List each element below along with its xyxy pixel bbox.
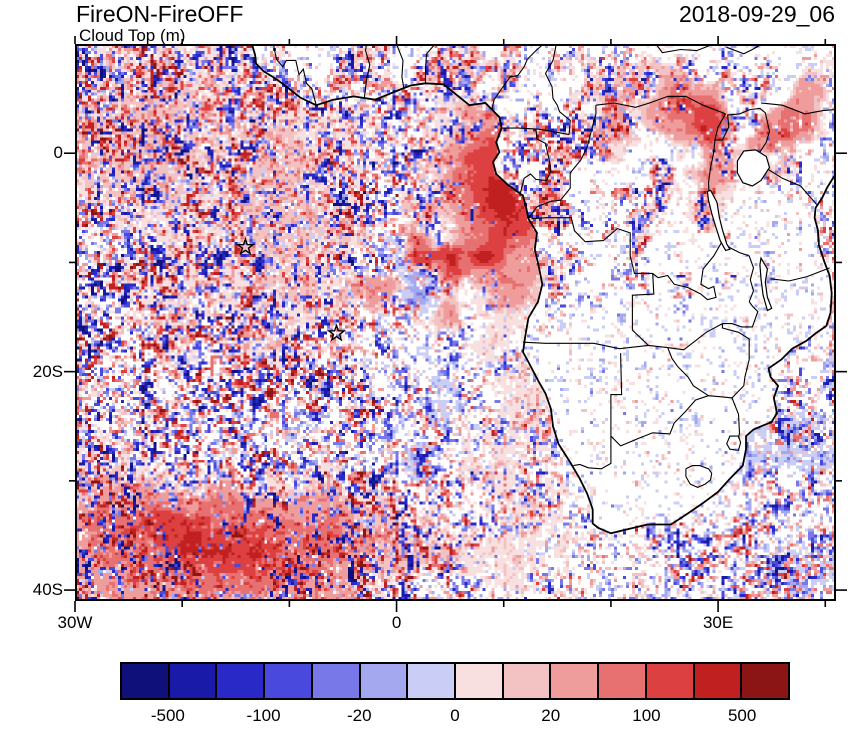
colorbar-cell xyxy=(217,664,266,698)
country-border xyxy=(759,163,818,205)
country-border xyxy=(721,242,755,302)
colorbar-tick-label: 20 xyxy=(541,706,561,725)
colorbar-tick-label: 500 xyxy=(727,706,757,725)
x-axis-tick-label: 30W xyxy=(57,613,93,632)
colorbar-tick-label: -500 xyxy=(150,706,185,725)
colorbar-cell xyxy=(312,664,361,698)
country-border xyxy=(760,102,836,115)
station-marker-star xyxy=(235,236,256,256)
country-border xyxy=(491,44,544,110)
lake xyxy=(759,256,773,312)
plot-frame xyxy=(75,44,836,601)
colorbar-cell xyxy=(646,664,695,698)
colorbar-cell xyxy=(408,664,457,698)
colorbar-cell xyxy=(265,664,313,698)
colorbar-cell xyxy=(503,664,552,698)
colorbar-tick-label: -100 xyxy=(246,706,281,725)
colorbar-tick-label: 100 xyxy=(632,706,661,725)
country-border xyxy=(707,113,727,201)
y-axis-tick-label: 20S xyxy=(32,361,63,381)
colorbar-cell xyxy=(360,664,409,698)
country-border xyxy=(363,44,371,98)
y-axis-tick-label: 0 xyxy=(53,143,63,163)
country-border xyxy=(272,44,317,106)
country-border xyxy=(424,44,436,84)
colorbar-cell xyxy=(694,664,743,698)
map-layers xyxy=(251,44,836,535)
lake xyxy=(736,149,771,187)
country-border xyxy=(501,127,570,136)
country-border xyxy=(655,44,714,54)
country-border xyxy=(531,217,653,274)
colorbar-cell xyxy=(122,664,170,698)
colorbar-cell xyxy=(599,664,647,698)
country-border xyxy=(527,105,597,220)
country-border xyxy=(722,301,759,328)
country-border xyxy=(652,242,722,301)
country-border xyxy=(721,323,750,399)
country-border xyxy=(714,107,771,165)
country-border xyxy=(685,465,713,489)
country-border xyxy=(731,397,741,439)
country-border xyxy=(667,347,709,397)
country-border xyxy=(770,267,830,282)
country-border xyxy=(522,341,649,350)
plot-timestamp: 2018-09-29_06 xyxy=(678,1,835,27)
country-border xyxy=(648,323,723,351)
country-border xyxy=(726,435,742,451)
colorbar-cell xyxy=(742,664,789,698)
country-border xyxy=(708,395,733,399)
difference-field-raster xyxy=(76,45,835,600)
coastline xyxy=(251,44,836,535)
y-axis-tick-label: 40S xyxy=(32,580,63,600)
colorbar-cell xyxy=(456,664,504,698)
colorbar-cell xyxy=(551,664,600,698)
country-border xyxy=(519,129,552,196)
colorbar-tick-label: -20 xyxy=(346,706,372,725)
country-border xyxy=(395,44,405,90)
x-axis-tick-label: 30E xyxy=(702,613,734,632)
plot-title: FireON-FireOFF xyxy=(76,1,244,27)
colorbar xyxy=(120,662,790,700)
country-border xyxy=(631,273,655,346)
lake xyxy=(706,189,731,252)
country-border xyxy=(595,95,726,115)
colorbar-tick-label: 0 xyxy=(450,706,460,725)
country-border xyxy=(544,44,571,135)
colorbar-cell xyxy=(169,664,218,698)
country-border xyxy=(726,44,763,55)
country-border xyxy=(573,353,623,470)
country-border xyxy=(610,395,709,447)
x-axis-tick-label: 0 xyxy=(391,613,402,632)
station-marker-star xyxy=(326,323,347,342)
plot-subtitle: Cloud Top (m) xyxy=(79,26,186,45)
